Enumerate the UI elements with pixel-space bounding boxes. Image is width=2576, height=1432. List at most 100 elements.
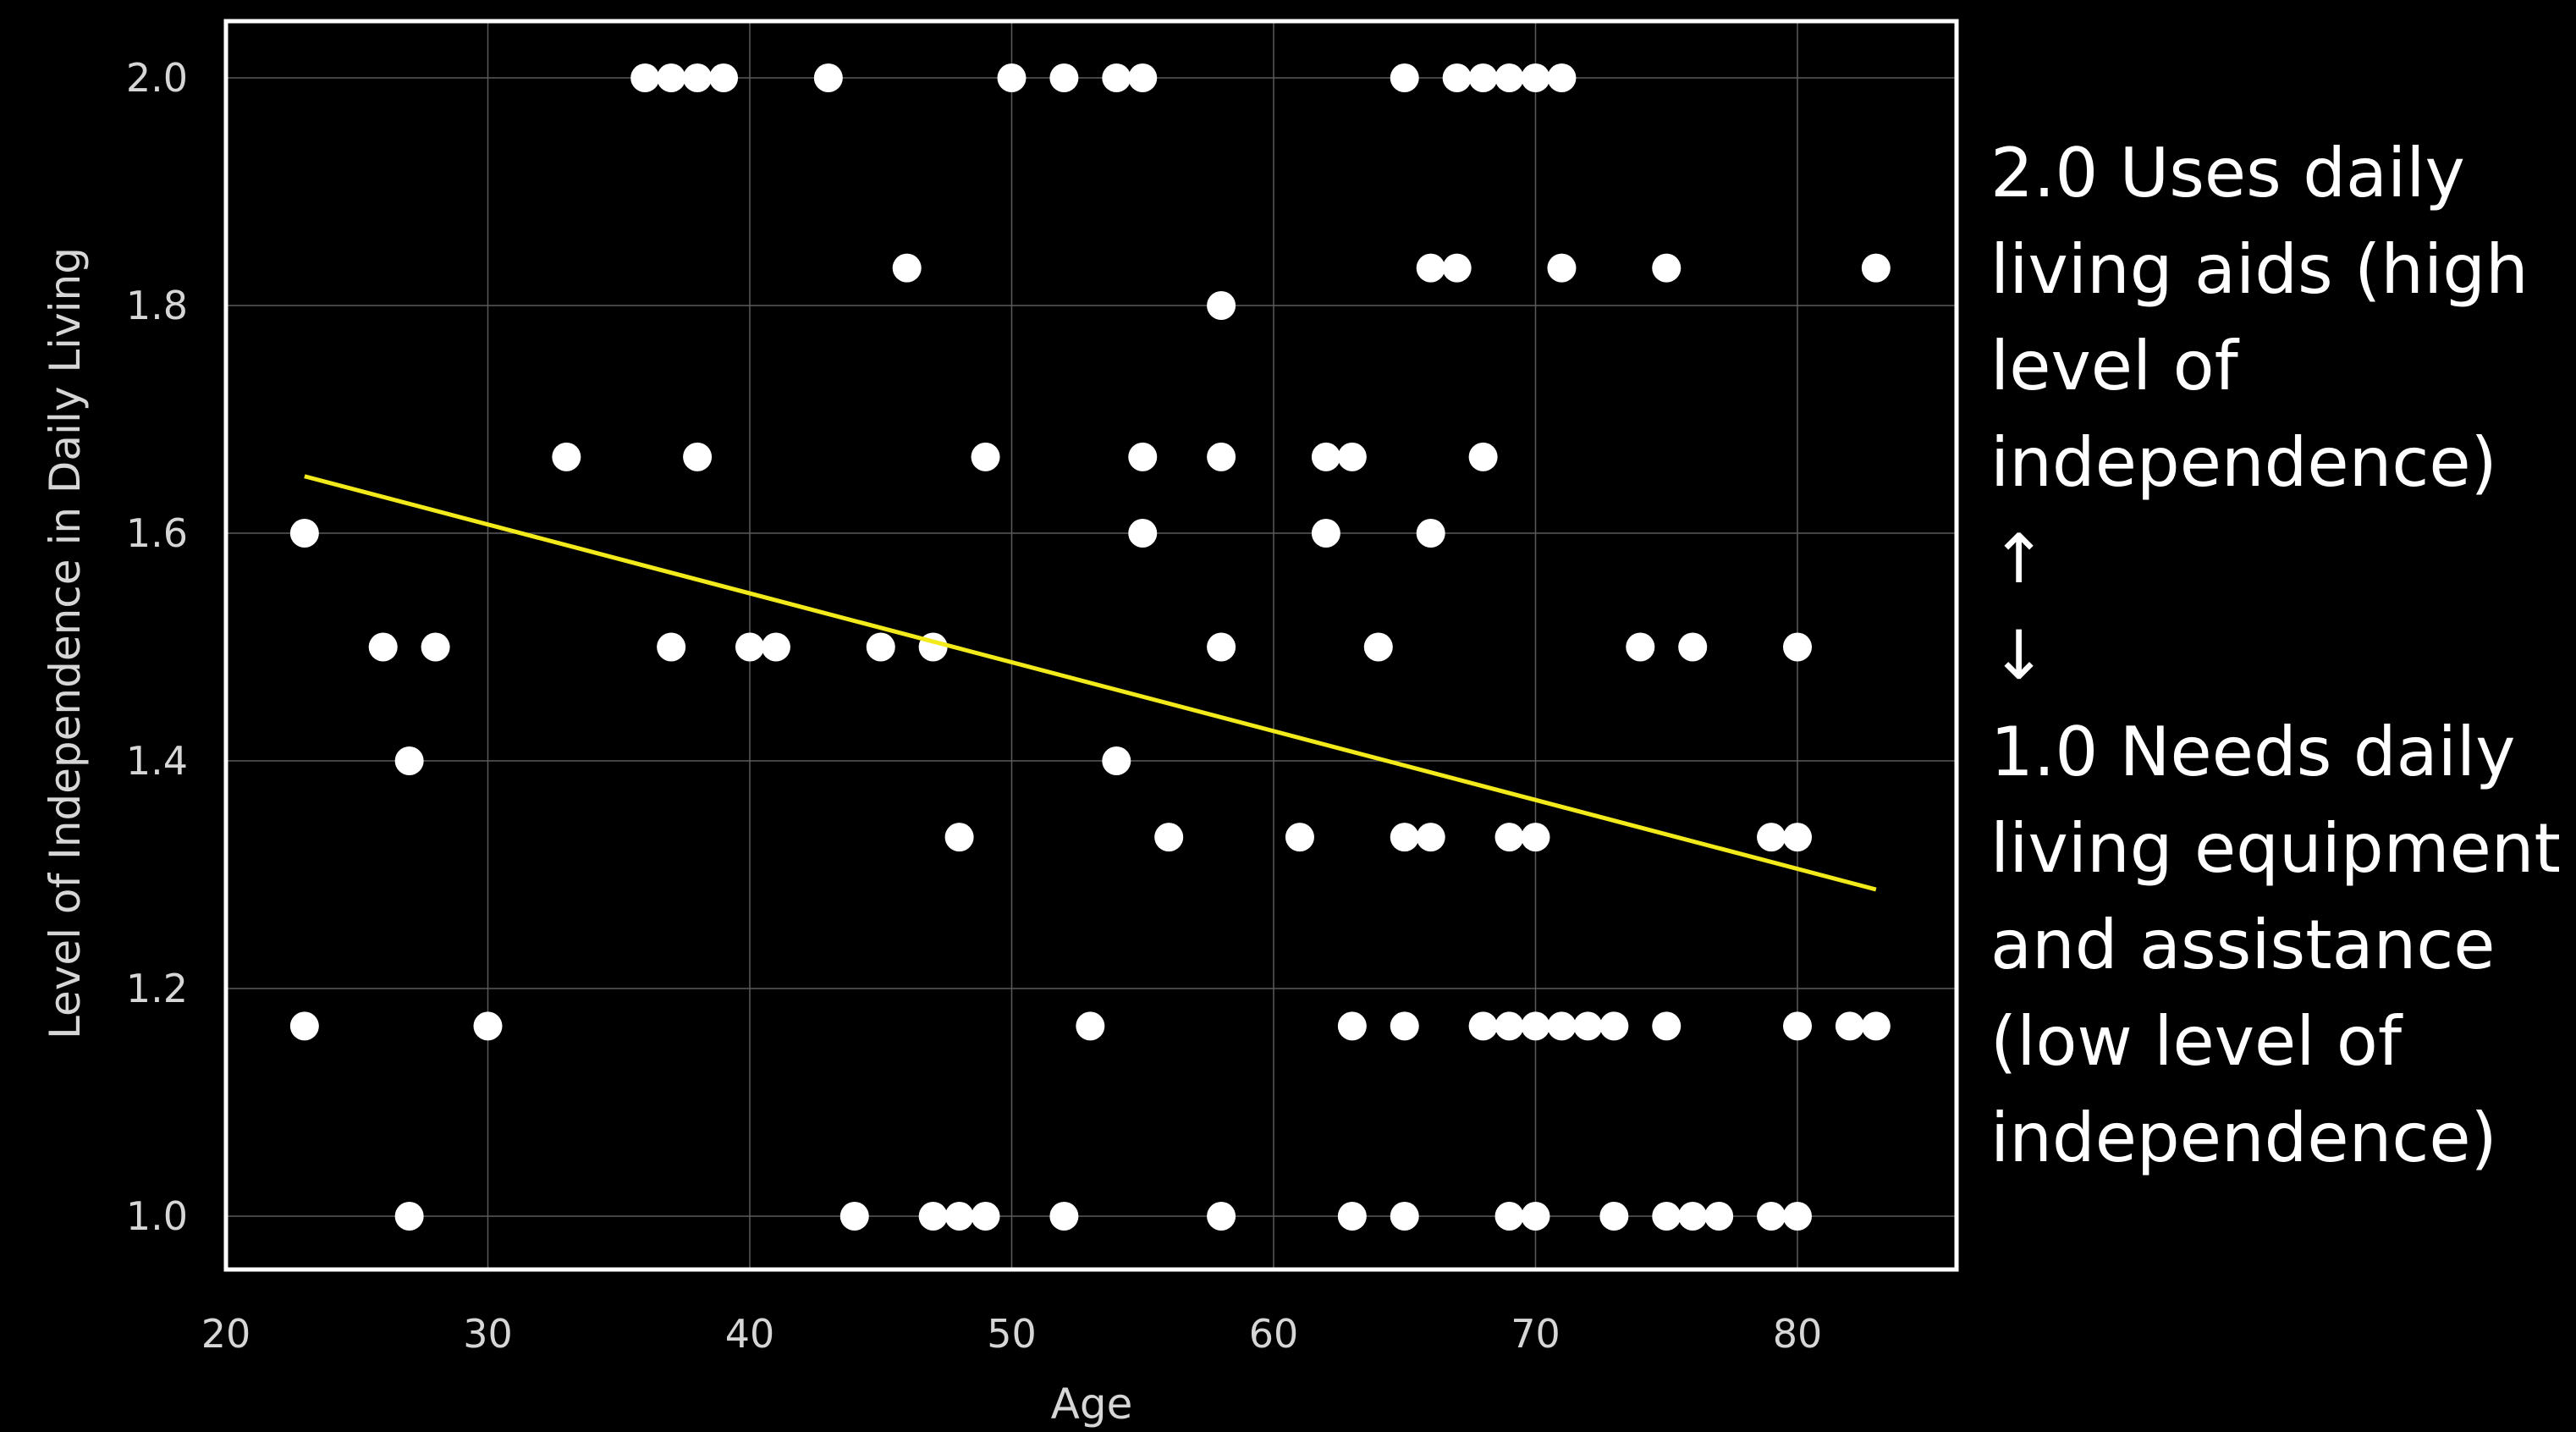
data-point	[839, 1202, 869, 1231]
data-point	[1049, 63, 1079, 92]
data-point	[1442, 253, 1472, 283]
data-point	[1207, 632, 1236, 662]
data-point	[1521, 823, 1550, 852]
data-point	[1311, 519, 1340, 548]
data-point	[971, 1202, 1000, 1231]
data-point	[1757, 1202, 1786, 1231]
data-point	[1652, 1011, 1682, 1041]
y-tick-label: 2.0	[126, 55, 188, 101]
x-tick-label: 50	[987, 1311, 1037, 1357]
data-point	[1783, 1202, 1812, 1231]
data-point	[1652, 1202, 1682, 1231]
data-point	[1468, 442, 1498, 471]
x-tick-label: 40	[725, 1311, 775, 1357]
data-point	[1757, 823, 1786, 852]
data-point	[1861, 253, 1891, 283]
data-point	[289, 519, 319, 548]
y-tick-label: 1.8	[126, 283, 188, 328]
data-point	[1390, 1202, 1419, 1231]
data-point	[1128, 519, 1158, 548]
y-tick-label: 1.2	[126, 966, 188, 1011]
data-point	[1652, 253, 1682, 283]
data-points	[289, 63, 1891, 1231]
data-point	[473, 1011, 503, 1041]
x-tick-label: 20	[201, 1311, 251, 1357]
trend-line	[304, 474, 1877, 892]
independence-scale-note: 2.0 Uses daily living aids (high level o…	[1990, 125, 2574, 1187]
data-point	[1835, 1011, 1864, 1041]
data-point	[1468, 1011, 1498, 1041]
data-point	[1076, 1011, 1105, 1041]
data-point	[1494, 63, 1524, 92]
data-point	[1468, 63, 1498, 92]
data-point	[1494, 1202, 1524, 1231]
data-point	[1207, 1202, 1236, 1231]
x-tick-label: 80	[1773, 1311, 1823, 1357]
x-tick-label: 70	[1511, 1311, 1560, 1357]
data-point	[683, 442, 713, 471]
down-arrow-icon: ↓	[1990, 616, 2048, 695]
data-point	[1154, 823, 1184, 852]
plot-frame	[223, 19, 1959, 1272]
x-axis-ticks: 20 30 40 50 60 70 80	[201, 1311, 1823, 1357]
data-point	[918, 1202, 948, 1231]
data-point	[1626, 632, 1655, 662]
data-point	[1207, 291, 1236, 320]
y-tick-label: 1.6	[126, 510, 188, 556]
data-point	[944, 823, 974, 852]
note-line: and assistance	[1990, 906, 2496, 984]
data-point	[394, 746, 424, 775]
data-point	[1128, 63, 1158, 92]
data-point	[421, 632, 450, 662]
note-line: living aids (high	[1990, 230, 2529, 309]
data-point	[1337, 442, 1367, 471]
data-point	[709, 63, 739, 92]
data-point	[1494, 823, 1524, 852]
data-point	[1573, 1011, 1603, 1041]
data-point	[368, 632, 398, 662]
data-point	[813, 63, 843, 92]
data-point	[1783, 632, 1812, 662]
data-point	[394, 1202, 424, 1231]
data-point	[1049, 1202, 1079, 1231]
data-point	[1207, 442, 1236, 471]
note-line: 1.0 Needs daily	[1990, 713, 2516, 791]
note-line: level of	[1990, 327, 2238, 405]
x-tick-label: 30	[463, 1311, 513, 1357]
data-point	[657, 632, 686, 662]
note-line: (low level of	[1990, 1002, 2403, 1081]
note-line: 2.0 Uses daily	[1990, 134, 2465, 212]
data-point	[1390, 63, 1419, 92]
up-arrow-icon: ↑	[1990, 520, 2048, 598]
data-point	[1783, 823, 1812, 852]
y-tick-label: 1.4	[126, 738, 188, 784]
data-point	[1783, 1011, 1812, 1041]
data-point	[892, 253, 922, 283]
data-point	[1494, 1011, 1524, 1041]
x-axis-label: Age	[1051, 1380, 1133, 1429]
data-point	[866, 632, 895, 662]
data-point	[1416, 253, 1445, 283]
data-point	[552, 442, 581, 471]
data-point	[944, 1202, 974, 1231]
note-line: living equipment	[1990, 809, 2561, 888]
data-point	[997, 63, 1027, 92]
data-point	[1521, 1202, 1550, 1231]
data-point	[657, 63, 686, 92]
data-point	[289, 1011, 319, 1041]
data-point	[630, 63, 660, 92]
data-point	[1102, 63, 1131, 92]
data-point	[761, 632, 790, 662]
note-line: independence)	[1990, 423, 2497, 502]
data-point	[1547, 63, 1577, 92]
data-point	[1416, 519, 1445, 548]
data-point	[971, 442, 1000, 471]
y-axis-label: Level of Independence in Daily Living	[41, 247, 90, 1039]
data-point	[735, 632, 764, 662]
data-point	[1861, 1011, 1891, 1041]
data-point	[1311, 442, 1340, 471]
data-point	[683, 63, 713, 92]
data-point	[1704, 1202, 1734, 1231]
data-point	[1102, 746, 1131, 775]
